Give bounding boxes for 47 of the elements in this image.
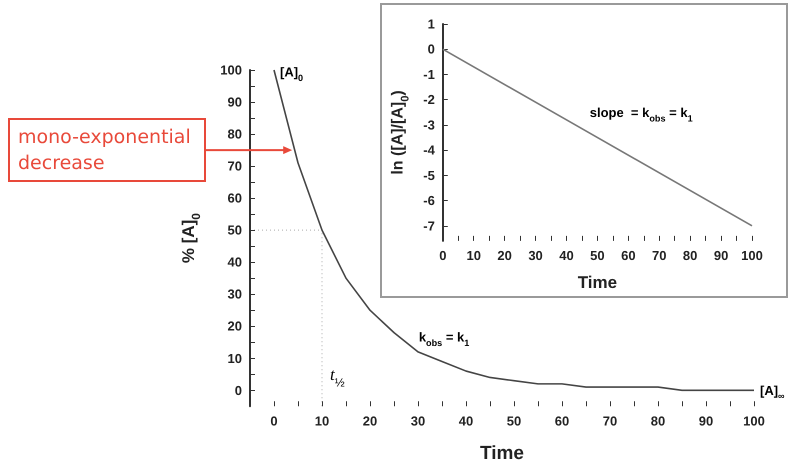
x-tick-label: 0 [439, 248, 446, 263]
x-tick-label: 50 [590, 248, 605, 263]
x-tick-label: 80 [682, 248, 698, 263]
y-tick-label: 50 [228, 222, 242, 238]
y-tick-label: -6 [423, 193, 435, 208]
y-tick-label: 0 [428, 42, 435, 57]
y-tick-label: 80 [228, 126, 242, 142]
x-tick-label: 40 [559, 248, 574, 263]
x-tick-label: 100 [743, 413, 765, 428]
y-tick-label: -7 [423, 218, 435, 234]
y-tick-label: 90 [228, 94, 242, 110]
x-tick-label: 90 [698, 413, 714, 428]
x-tick-label: 80 [650, 413, 666, 428]
x-tick-label: 90 [714, 248, 728, 263]
x-tick-label: 60 [554, 413, 570, 428]
y-tick-label: 0 [234, 382, 242, 398]
y-tick-label: 70 [228, 158, 242, 174]
x-tick-label: 0 [270, 413, 278, 428]
y-tick-label: 100 [220, 62, 242, 78]
x-tick-label: 30 [410, 413, 426, 428]
annotation: mono-exponential decrease [8, 118, 206, 182]
x-tick-label: 70 [652, 248, 666, 263]
x-tick-label: 40 [458, 413, 474, 428]
x-axis-title: Time [578, 273, 618, 292]
x-tick-label: 20 [497, 248, 512, 263]
x-tick-label: 30 [528, 248, 543, 263]
y-axis-title: ln ([A]/[A]0) [390, 90, 412, 175]
y-tick-label: -2 [423, 92, 435, 108]
y-tick-label: -1 [423, 66, 435, 82]
x-axis-title: Time [480, 443, 524, 464]
x-tick-label: 50 [506, 413, 522, 428]
y-tick-label: 10 [228, 350, 242, 366]
y-axis-title: % [A]0 [178, 212, 203, 264]
x-tick-label: 100 [741, 248, 763, 263]
x-tick-label: 10 [466, 248, 481, 263]
y-tick-label: 60 [228, 190, 242, 206]
x-tick-label: 10 [314, 413, 330, 428]
x-tick-label: 60 [621, 248, 636, 263]
x-tick-label: 20 [362, 413, 378, 428]
y-tick-label: 1 [428, 16, 435, 32]
y-tick-label: -4 [423, 142, 436, 158]
annotation: [A]∞ [760, 382, 786, 402]
y-tick-label: -3 [423, 117, 435, 132]
x-tick-label: 70 [602, 413, 618, 428]
y-tick-label: 30 [228, 286, 242, 302]
y-tick-label: 20 [228, 318, 242, 334]
y-tick-label: -5 [423, 168, 435, 183]
